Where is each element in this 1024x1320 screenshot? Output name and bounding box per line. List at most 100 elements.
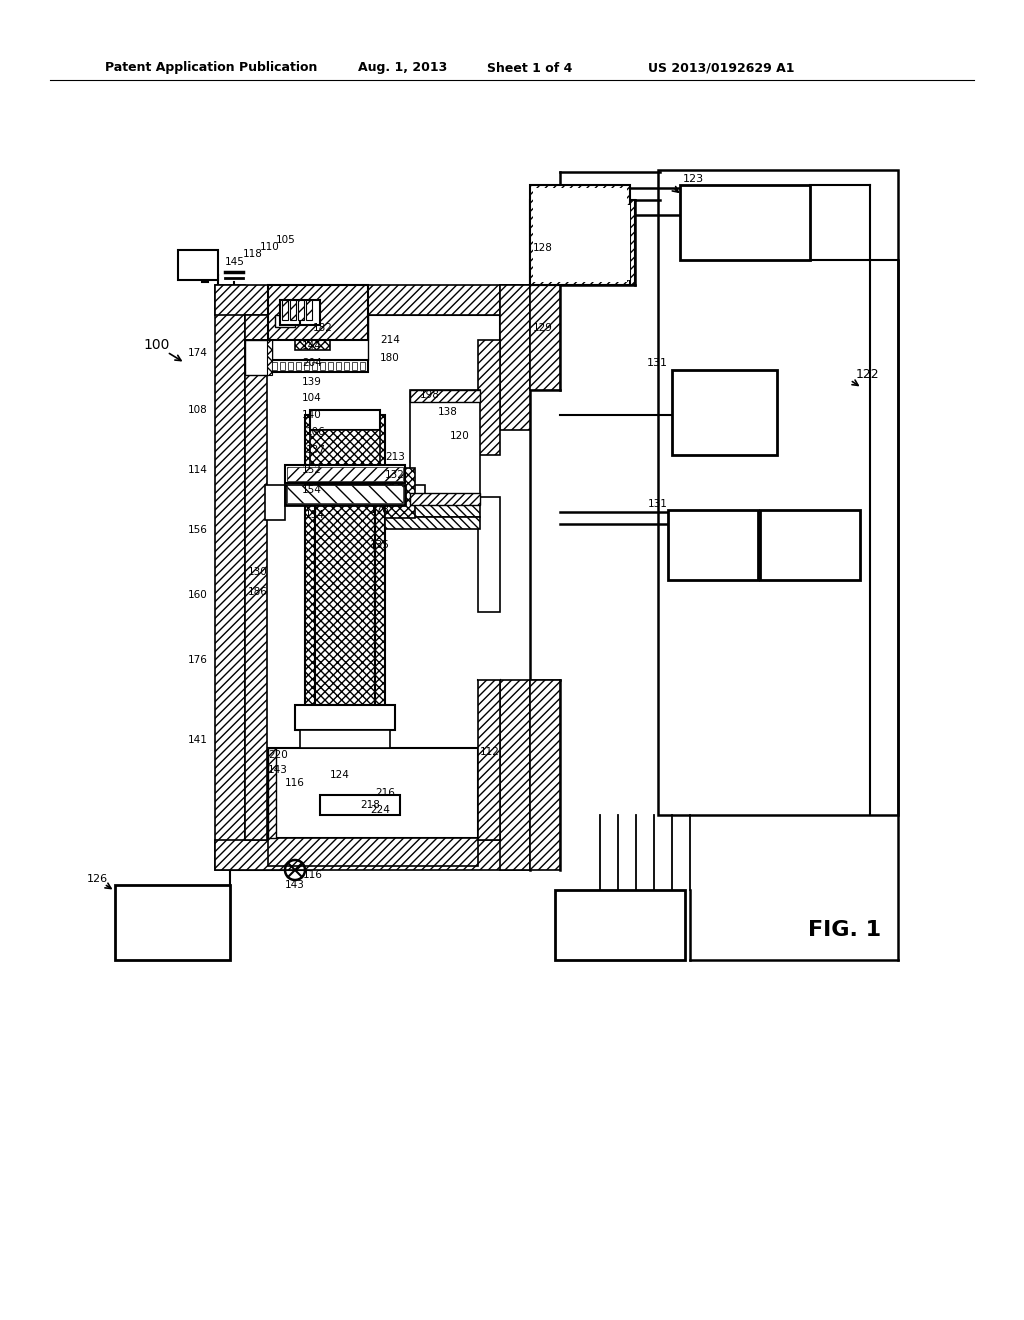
- Bar: [295, 315, 330, 335]
- Bar: [282, 300, 288, 319]
- Text: 116: 116: [303, 870, 323, 880]
- Text: 160: 160: [188, 590, 208, 601]
- Bar: [658, 170, 898, 814]
- Bar: [178, 249, 218, 280]
- Bar: [478, 680, 500, 840]
- Bar: [478, 389, 500, 680]
- Bar: [500, 285, 530, 430]
- Bar: [319, 795, 400, 814]
- Text: CONTROLLER
230: CONTROLLER 230: [581, 913, 659, 941]
- Bar: [300, 730, 390, 748]
- Text: 139: 139: [302, 378, 322, 387]
- Text: 116: 116: [285, 777, 305, 788]
- Text: SUPPORT
LIFT
MOTOR: SUPPORT LIFT MOTOR: [700, 399, 748, 432]
- Text: 186: 186: [248, 587, 268, 597]
- Text: 123: 123: [683, 174, 705, 183]
- Bar: [268, 838, 478, 866]
- Bar: [215, 285, 530, 315]
- Bar: [285, 465, 406, 483]
- Bar: [555, 890, 685, 960]
- Text: 224: 224: [370, 805, 390, 814]
- Bar: [406, 484, 425, 520]
- Text: 129: 129: [534, 323, 553, 333]
- Text: 214: 214: [380, 335, 400, 345]
- Bar: [352, 362, 357, 370]
- Text: 156: 156: [188, 525, 208, 535]
- Text: 130: 130: [248, 568, 268, 577]
- Text: FIG. 1: FIG. 1: [808, 920, 882, 940]
- Text: 143: 143: [268, 766, 288, 775]
- Bar: [410, 389, 480, 403]
- Text: 174: 174: [188, 348, 208, 358]
- Bar: [272, 315, 368, 360]
- Text: Aug. 1, 2013: Aug. 1, 2013: [358, 62, 447, 74]
- Text: 134: 134: [305, 510, 325, 520]
- Text: FIRST
POWER
SOURCE: FIRST POWER SOURCE: [693, 532, 733, 565]
- Bar: [668, 510, 758, 579]
- Bar: [304, 362, 309, 370]
- Text: 152: 152: [302, 465, 322, 475]
- Text: 182: 182: [313, 323, 333, 333]
- Text: 106: 106: [306, 426, 326, 437]
- Bar: [672, 370, 777, 455]
- Bar: [298, 300, 304, 319]
- Text: 218: 218: [360, 800, 380, 810]
- Bar: [245, 341, 267, 840]
- Text: 143: 143: [285, 880, 305, 890]
- Text: 131: 131: [647, 358, 668, 368]
- Bar: [287, 484, 403, 503]
- Bar: [310, 430, 380, 484]
- Bar: [534, 187, 627, 282]
- Text: EXHAUST
PUMPS: EXHAUST PUMPS: [718, 214, 773, 242]
- Text: 198: 198: [420, 389, 440, 400]
- Bar: [500, 285, 530, 389]
- Text: 110: 110: [260, 242, 280, 252]
- Text: 105: 105: [276, 235, 296, 246]
- Bar: [328, 362, 333, 370]
- Bar: [500, 680, 530, 870]
- Bar: [285, 484, 406, 506]
- Bar: [535, 205, 630, 280]
- Text: 154: 154: [302, 484, 322, 495]
- Bar: [305, 414, 385, 705]
- Bar: [344, 362, 349, 370]
- Text: 140: 140: [302, 411, 322, 420]
- Bar: [478, 341, 500, 455]
- Bar: [115, 884, 230, 960]
- Text: 120: 120: [450, 432, 470, 441]
- Bar: [272, 362, 278, 370]
- Bar: [312, 362, 317, 370]
- Bar: [268, 748, 478, 838]
- Bar: [280, 362, 285, 370]
- Bar: [245, 341, 268, 375]
- Text: 122: 122: [856, 368, 880, 381]
- Text: 180: 180: [380, 352, 399, 363]
- Bar: [288, 362, 293, 370]
- Bar: [385, 517, 480, 529]
- Text: 112: 112: [480, 747, 500, 756]
- Text: CLEANING
GAS
SOURCE: CLEANING GAS SOURCE: [145, 908, 199, 941]
- Bar: [215, 840, 530, 870]
- Text: 137: 137: [306, 445, 326, 455]
- Bar: [385, 469, 415, 517]
- Text: 114: 114: [188, 465, 208, 475]
- Bar: [319, 362, 325, 370]
- Bar: [315, 506, 375, 705]
- Bar: [760, 510, 860, 579]
- Text: 100: 100: [143, 338, 170, 352]
- Text: 220: 220: [268, 750, 288, 760]
- Bar: [478, 498, 500, 612]
- Bar: [530, 285, 560, 389]
- Text: 176: 176: [188, 655, 208, 665]
- Bar: [300, 300, 319, 325]
- Text: 104: 104: [302, 393, 322, 403]
- Text: 118: 118: [243, 249, 263, 259]
- Bar: [530, 680, 560, 870]
- Text: 145: 145: [225, 257, 245, 267]
- Text: 138: 138: [438, 407, 458, 417]
- Text: 108: 108: [188, 405, 208, 414]
- Bar: [530, 201, 635, 285]
- Text: 124: 124: [330, 770, 350, 780]
- Text: 131: 131: [648, 499, 668, 510]
- Bar: [268, 360, 368, 372]
